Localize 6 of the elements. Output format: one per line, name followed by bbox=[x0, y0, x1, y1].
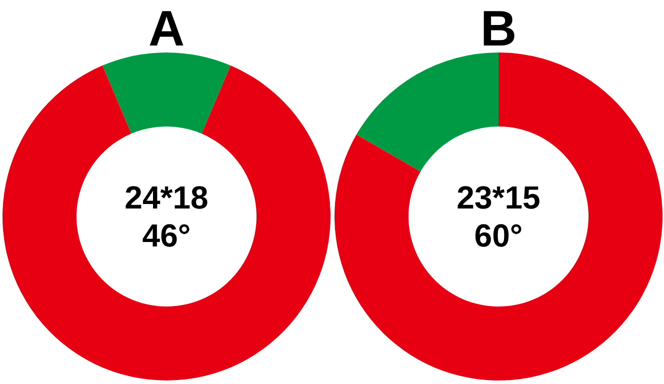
text: 24*18 bbox=[124, 180, 208, 216]
chart-title: A bbox=[148, 0, 185, 56]
chart-title: B bbox=[480, 0, 517, 56]
text: 60° bbox=[474, 218, 523, 254]
text: 46° bbox=[142, 218, 191, 254]
text: 23*15 bbox=[456, 180, 540, 216]
